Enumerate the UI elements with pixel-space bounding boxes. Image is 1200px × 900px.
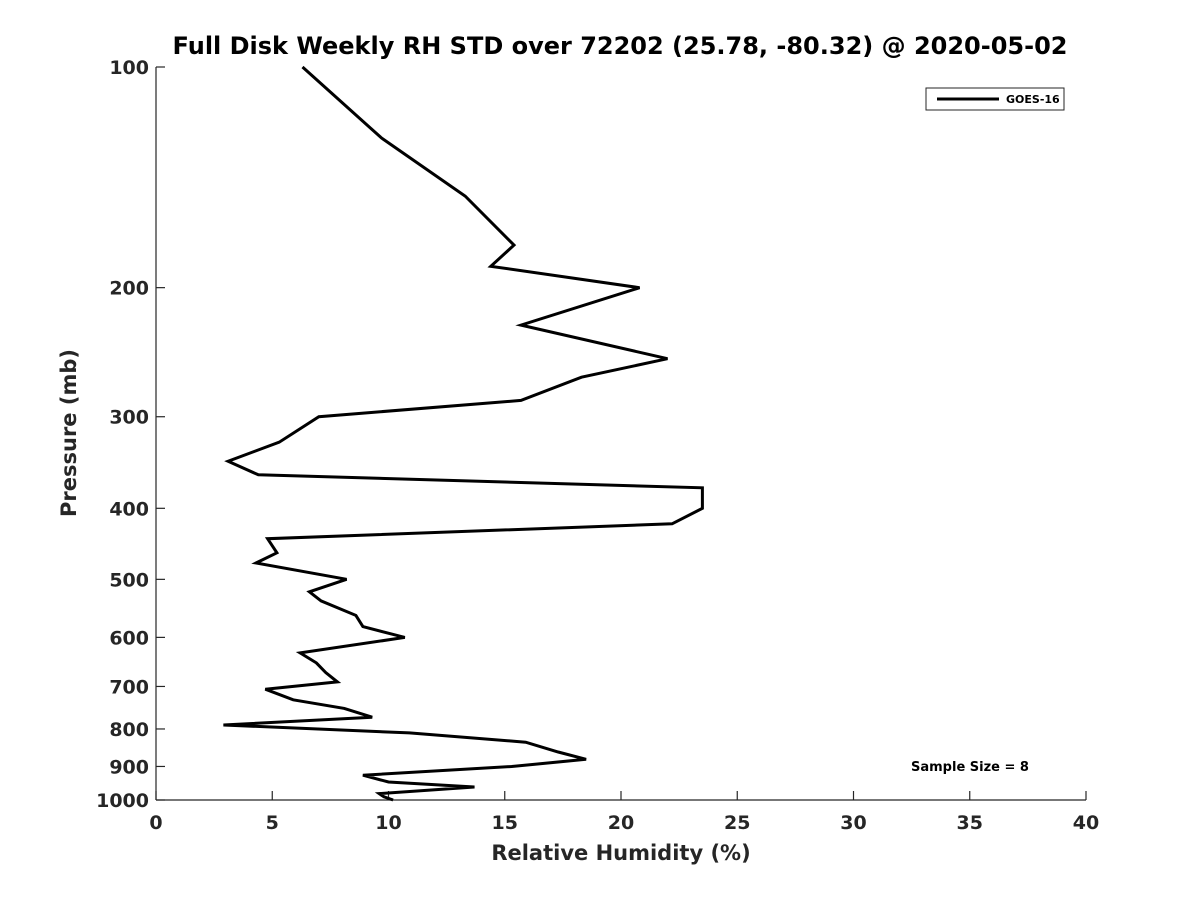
y-axis-title: Pressure (mb) [57, 349, 81, 517]
chart-title: Full Disk Weekly RH STD over 72202 (25.7… [173, 32, 1068, 60]
x-tick-label: 20 [608, 812, 634, 834]
x-axis-title: Relative Humidity (%) [491, 841, 750, 865]
legend: GOES-16 [925, 87, 1065, 111]
y-tick-label: 600 [109, 627, 149, 649]
x-tick-label: 40 [1073, 812, 1099, 834]
legend-label-goes-16: GOES-16 [1006, 93, 1060, 106]
y-tick-label: 400 [109, 498, 149, 520]
sample-size-annotation: Sample Size = 8 [911, 760, 1029, 775]
x-tick-label: 35 [957, 812, 983, 834]
y-tick-label: 300 [109, 407, 149, 429]
series-line-goes-16 [223, 65, 704, 802]
x-tick-label: 5 [266, 812, 279, 834]
y-tick-label: 100 [109, 57, 149, 79]
x-tick-label: 15 [492, 812, 518, 834]
x-tick-label: 10 [375, 812, 401, 834]
axes [155, 67, 1086, 801]
y-tick-label: 500 [109, 569, 149, 591]
x-tick-label: 25 [724, 812, 750, 834]
x-tick-label: 30 [840, 812, 866, 834]
y-tick-label: 800 [109, 719, 149, 741]
y-tick-label: 700 [109, 676, 149, 698]
y-ticks: 100 200 300 400 500 600 700 800 900 1000 [96, 57, 165, 812]
y-tick-label: 900 [109, 756, 149, 778]
y-tick-label: 200 [109, 278, 149, 300]
x-ticks: 0 5 10 15 20 25 30 35 40 [149, 791, 1099, 834]
series-layer [223, 65, 704, 802]
x-tick-label: 0 [149, 812, 162, 834]
y-tick-label: 1000 [96, 790, 149, 812]
